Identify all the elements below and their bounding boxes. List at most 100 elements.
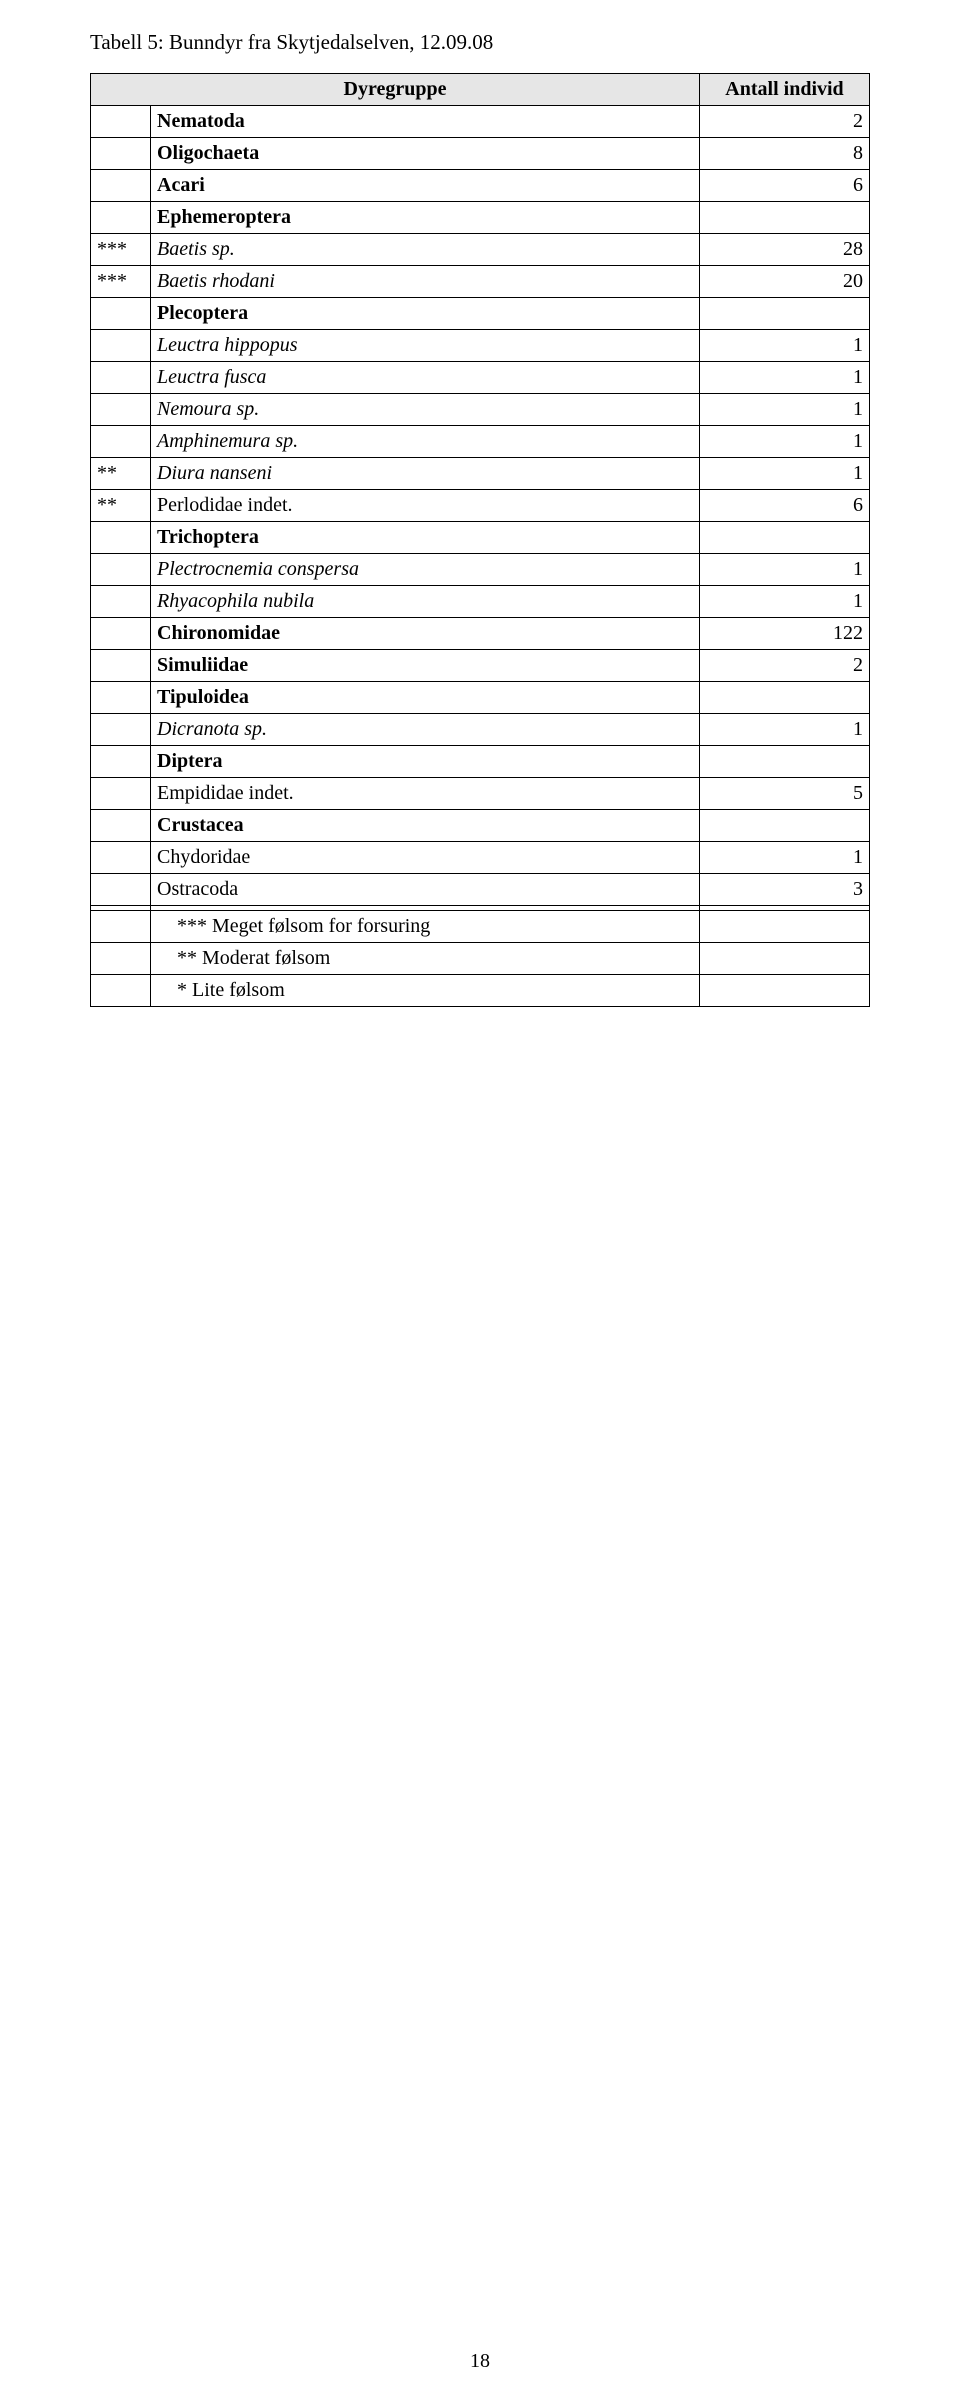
row-name: Dicranota sp.	[151, 714, 700, 746]
row-mark: ***	[91, 234, 151, 266]
row-name: Baetis sp.	[151, 234, 700, 266]
row-value: 6	[700, 490, 870, 522]
row-mark	[91, 202, 151, 234]
table-row: **Perlodidae indet.6	[91, 490, 870, 522]
row-value	[700, 810, 870, 842]
row-name: Ephemeroptera	[151, 202, 700, 234]
row-value	[700, 202, 870, 234]
page-number: 18	[0, 2350, 960, 2373]
row-mark	[91, 911, 151, 943]
row-name: Nemoura sp.	[151, 394, 700, 426]
table-row: Leuctra fusca1	[91, 362, 870, 394]
row-mark: ***	[91, 266, 151, 298]
row-mark	[91, 778, 151, 810]
row-mark	[91, 138, 151, 170]
row-mark	[91, 394, 151, 426]
table-body: Nematoda2Oligochaeta8Acari6Ephemeroptera…	[91, 106, 870, 1007]
table-row: *** Meget følsom for forsuring	[91, 911, 870, 943]
table-row: Empididae indet.5	[91, 778, 870, 810]
row-mark	[91, 330, 151, 362]
row-value	[700, 943, 870, 975]
row-name: Leuctra hippopus	[151, 330, 700, 362]
row-value: 2	[700, 650, 870, 682]
row-mark	[91, 842, 151, 874]
row-name: ** Moderat følsom	[151, 943, 700, 975]
row-mark	[91, 298, 151, 330]
row-mark	[91, 586, 151, 618]
row-value: 2	[700, 106, 870, 138]
table-row: Nemoura sp.1	[91, 394, 870, 426]
table-row: * Lite følsom	[91, 975, 870, 1007]
row-value: 6	[700, 170, 870, 202]
row-mark	[91, 554, 151, 586]
table-row: Rhyacophila nubila1	[91, 586, 870, 618]
row-name: Baetis rhodani	[151, 266, 700, 298]
row-name: Diptera	[151, 746, 700, 778]
row-value: 1	[700, 394, 870, 426]
row-name: Tipuloidea	[151, 682, 700, 714]
table-row: ***Baetis sp.28	[91, 234, 870, 266]
table-row: Dicranota sp.1	[91, 714, 870, 746]
data-table: Dyregruppe Antall individ Nematoda2Oligo…	[90, 73, 870, 1007]
table-row: Chironomidae122	[91, 618, 870, 650]
row-value: 1	[700, 330, 870, 362]
row-name: Amphinemura sp.	[151, 426, 700, 458]
table-row: ***Baetis rhodani20	[91, 266, 870, 298]
row-mark	[91, 975, 151, 1007]
table-row: Oligochaeta8	[91, 138, 870, 170]
row-name: * Lite følsom	[151, 975, 700, 1007]
row-mark	[91, 170, 151, 202]
row-value: 28	[700, 234, 870, 266]
row-name: Rhyacophila nubila	[151, 586, 700, 618]
row-name: Nematoda	[151, 106, 700, 138]
row-mark	[91, 362, 151, 394]
row-value: 1	[700, 426, 870, 458]
row-value	[700, 682, 870, 714]
row-name: *** Meget følsom for forsuring	[151, 911, 700, 943]
row-value	[700, 975, 870, 1007]
table-row: Chydoridae1	[91, 842, 870, 874]
row-name: Simuliidae	[151, 650, 700, 682]
row-name: Leuctra fusca	[151, 362, 700, 394]
table-row: Acari6	[91, 170, 870, 202]
row-mark: **	[91, 458, 151, 490]
row-name: Oligochaeta	[151, 138, 700, 170]
row-mark	[91, 522, 151, 554]
table-row: Trichoptera	[91, 522, 870, 554]
page: Tabell 5: Bunndyr fra Skytjedalselven, 1…	[0, 0, 960, 2403]
row-mark	[91, 810, 151, 842]
row-value: 1	[700, 458, 870, 490]
row-mark	[91, 714, 151, 746]
table-row: Plecoptera	[91, 298, 870, 330]
row-name: Perlodidae indet.	[151, 490, 700, 522]
table-caption: Tabell 5: Bunndyr fra Skytjedalselven, 1…	[90, 30, 870, 55]
row-value: 1	[700, 554, 870, 586]
row-name: Acari	[151, 170, 700, 202]
row-name: Crustacea	[151, 810, 700, 842]
table-row: Ostracoda3	[91, 874, 870, 906]
row-name: Plectrocnemia conspersa	[151, 554, 700, 586]
row-mark	[91, 746, 151, 778]
row-name: Plecoptera	[151, 298, 700, 330]
row-value: 1	[700, 362, 870, 394]
table-row: Simuliidae2	[91, 650, 870, 682]
table-row: ** Moderat følsom	[91, 943, 870, 975]
row-mark	[91, 618, 151, 650]
table-header-row: Dyregruppe Antall individ	[91, 74, 870, 106]
table-row: Plectrocnemia conspersa1	[91, 554, 870, 586]
row-value: 20	[700, 266, 870, 298]
table-row: Nematoda2	[91, 106, 870, 138]
header-antall: Antall individ	[700, 74, 870, 106]
table-row: Tipuloidea	[91, 682, 870, 714]
row-value	[700, 746, 870, 778]
table-row: **Diura nanseni1	[91, 458, 870, 490]
row-value: 1	[700, 842, 870, 874]
table-row: Diptera	[91, 746, 870, 778]
row-mark	[91, 106, 151, 138]
row-mark	[91, 943, 151, 975]
row-name: Ostracoda	[151, 874, 700, 906]
table-row: Leuctra hippopus1	[91, 330, 870, 362]
row-name: Empididae indet.	[151, 778, 700, 810]
row-value	[700, 522, 870, 554]
row-value: 1	[700, 714, 870, 746]
